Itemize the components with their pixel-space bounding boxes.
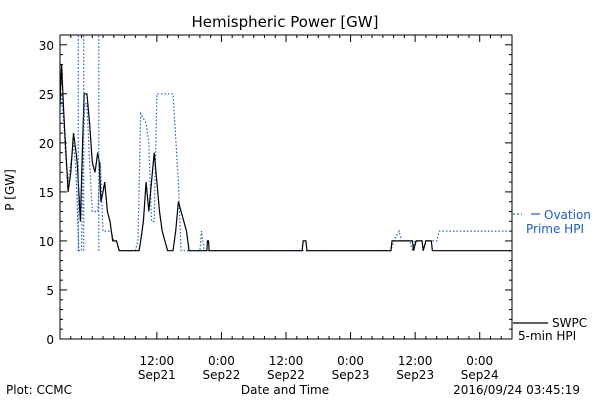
footer-plot-credit: Plot: CCMC [6,383,72,397]
y-tick-label: 15 [39,186,54,200]
x-tick-time-label: 0:00 [208,354,235,368]
x-tick-date-label: Sep24 [461,368,499,382]
y-tick-label: 5 [46,284,54,298]
plot-frame [59,34,513,340]
x-tick-time-label: 12:00 [398,354,433,368]
x-tick-time-label: 12:00 [140,354,175,368]
x-tick-date-label: Sep23 [396,368,434,382]
y-tick-label: 10 [39,235,54,249]
series-layer [60,35,512,253]
x-tick-time-label: 0:00 [337,354,364,368]
x-tick-date-label: Sep21 [138,368,176,382]
legend-swpc-sublabel: 5-min HPI [518,329,576,343]
y-tick-label: 20 [39,137,54,151]
x-axis: 12:00Sep210:00Sep2212:00Sep220:00Sep2312… [59,35,513,382]
x-tick-date-label: Sep22 [202,368,240,382]
swpc-series-line [60,64,512,252]
legend-ovation-sublabel: Prime HPI [526,222,584,236]
footer-timestamp: 2016/09/24 03:45:19 [453,383,580,397]
y-tick-label: 30 [39,39,54,53]
x-tick-time-label: 0:00 [466,354,493,368]
y-axis-label: P [GW] [3,169,17,211]
y-axis: 0 5 10 15 20 25 30 [39,39,512,347]
x-tick-date-label: Sep22 [267,368,305,382]
y-tick-label: 25 [39,88,54,102]
chart-title: Hemispheric Power [GW] [192,13,379,31]
x-tick-date-label: Sep23 [332,368,370,382]
legend-ovation-label: Ovation [544,208,591,222]
x-axis-title: Date and Time [241,383,329,397]
x-tick-time-label: 12:00 [269,354,304,368]
y-tick-label: 0 [46,333,54,347]
legend-swpc-label: SWPC [552,316,587,330]
ovation-prime-series-line [60,93,512,253]
